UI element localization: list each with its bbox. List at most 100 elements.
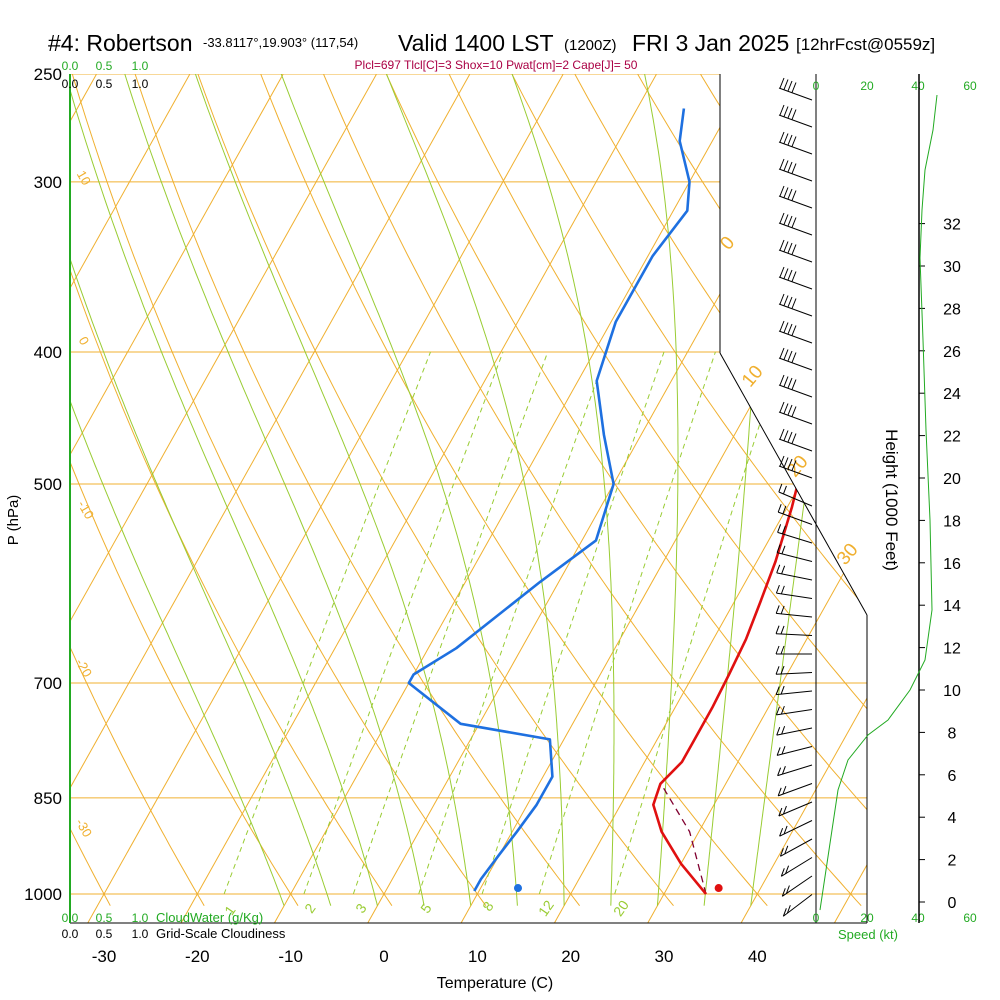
wind-barb-flag [783,457,789,468]
wind-barb-flag [787,242,793,254]
wind-barb [778,374,813,398]
wind-barb-flag [791,244,797,255]
wind-barb-staff [776,746,813,756]
isotherm-line [830,74,867,923]
wind-barb-flag [791,82,797,93]
wind-barb-flag [779,347,785,359]
height-tick-label: 20 [943,471,961,488]
wind-barb-flag [776,544,781,553]
wind-barb [775,605,813,618]
wind-barb [778,455,813,479]
wind-barb-flag [780,585,785,595]
dry-adiabat-label: -30 [73,816,95,840]
wind-barb [782,894,813,917]
wind-barb-staff [778,114,813,128]
wind-speed-tick-bottom: 60 [963,911,977,925]
wind-barb-flag [779,185,785,197]
dry-adiabat [561,74,867,907]
wind-barb [778,320,813,344]
wind-barb-flag [787,161,793,173]
wind-barb-flag [779,266,785,278]
wind-barb-staff [782,875,813,897]
mixing-ratio-label: 5 [417,900,435,916]
temperature-tick-label: 40 [748,947,767,966]
wind-barb-flag [791,406,797,417]
wind-speed-label: Speed (kt) [838,927,898,942]
wind-barb-flag [787,215,793,227]
y-axis-label: P (hPa) [5,495,22,546]
temperature-tick-label: -20 [185,947,210,966]
height-tick-label: 18 [943,513,961,530]
wind-barb-flag [776,726,781,736]
dry-adiabat [499,74,867,907]
wind-barb-flag [791,298,797,309]
cloudiness-tick-top: 1.0 [132,77,149,91]
wind-barb [775,625,813,636]
wind-barb [775,685,813,696]
wind-barb-staff [778,330,813,344]
temperature-tick-label: -30 [92,947,117,966]
wind-barb-flag [775,666,780,675]
dry-adiabat [996,50,1000,906]
wind-barb-staff [776,709,813,716]
wind-barb-flag [783,214,789,225]
wind-barb-staff [778,438,813,452]
wind-speed-tick-bottom: 40 [911,911,925,925]
dry-adiabat [747,74,867,907]
pressure-tick-label: 850 [34,789,62,808]
wind-barb-flag [791,433,797,444]
dry-adiabat [437,74,867,907]
pressure-tick-label: 250 [34,65,62,84]
dry-adiabat [70,74,299,906]
pressure-tick-label: 400 [34,343,62,362]
wind-barb-flag [780,705,785,715]
wind-barb-flag [778,483,783,493]
cloudwater-tick-bottom: 0.5 [96,911,113,925]
wind-barb-flag [780,625,785,635]
wind-barb-flag [791,190,797,201]
wind-barb-flag [791,352,797,363]
height-tick-label: 28 [943,301,961,318]
wind-speed-tick-top: 0 [813,79,820,93]
moist-adiabat [502,74,615,906]
wind-barb-flag [781,888,786,897]
wind-speed-profile [819,94,938,911]
isotherm-line [70,74,479,923]
wind-barb-flag [791,136,797,147]
wind-barb-flag [779,827,784,837]
wind-barb-flag [779,455,785,467]
cloudiness-label: Grid-Scale Cloudiness [156,926,286,941]
wind-barb [780,857,813,877]
wind-barb-flag [776,564,781,574]
height-tick-label: 4 [948,810,957,827]
wind-barb-staff [778,222,813,236]
wind-barb-staff [776,552,813,562]
wind-barb-staff [776,612,813,618]
mixing-ratio-line [481,351,665,895]
height-tick-label: 26 [943,344,961,361]
wind-barb-staff [776,633,813,636]
wind-barb-flag [783,133,789,144]
wind-barb [778,131,813,155]
dry-adiabat-label: 10 [74,168,94,188]
wind-barb-staff [776,727,813,736]
wind-barb-flag [782,805,787,815]
wind-barb-flag [780,645,785,655]
wind-barb-flag [787,323,793,335]
wind-barb [778,239,813,263]
isotherm-line [363,74,852,923]
cloudwater-tick-top: 0.0 [62,59,79,73]
zulu-time: (1200Z) [564,37,617,54]
wind-barb-flag [777,767,782,776]
mixing-ratio-label: 2 [301,900,319,916]
wind-barb-flag [783,106,789,117]
wind-barb-staff [778,141,813,155]
cloudwater-label: CloudWater (g/Kg) [156,910,263,925]
wind-barb-flag [781,725,786,735]
wind-barb [779,820,813,837]
cloudiness-tick-top: 0.5 [96,77,113,91]
wind-barb-staff [778,195,813,209]
valid-time: Valid 1400 LST [398,30,554,56]
